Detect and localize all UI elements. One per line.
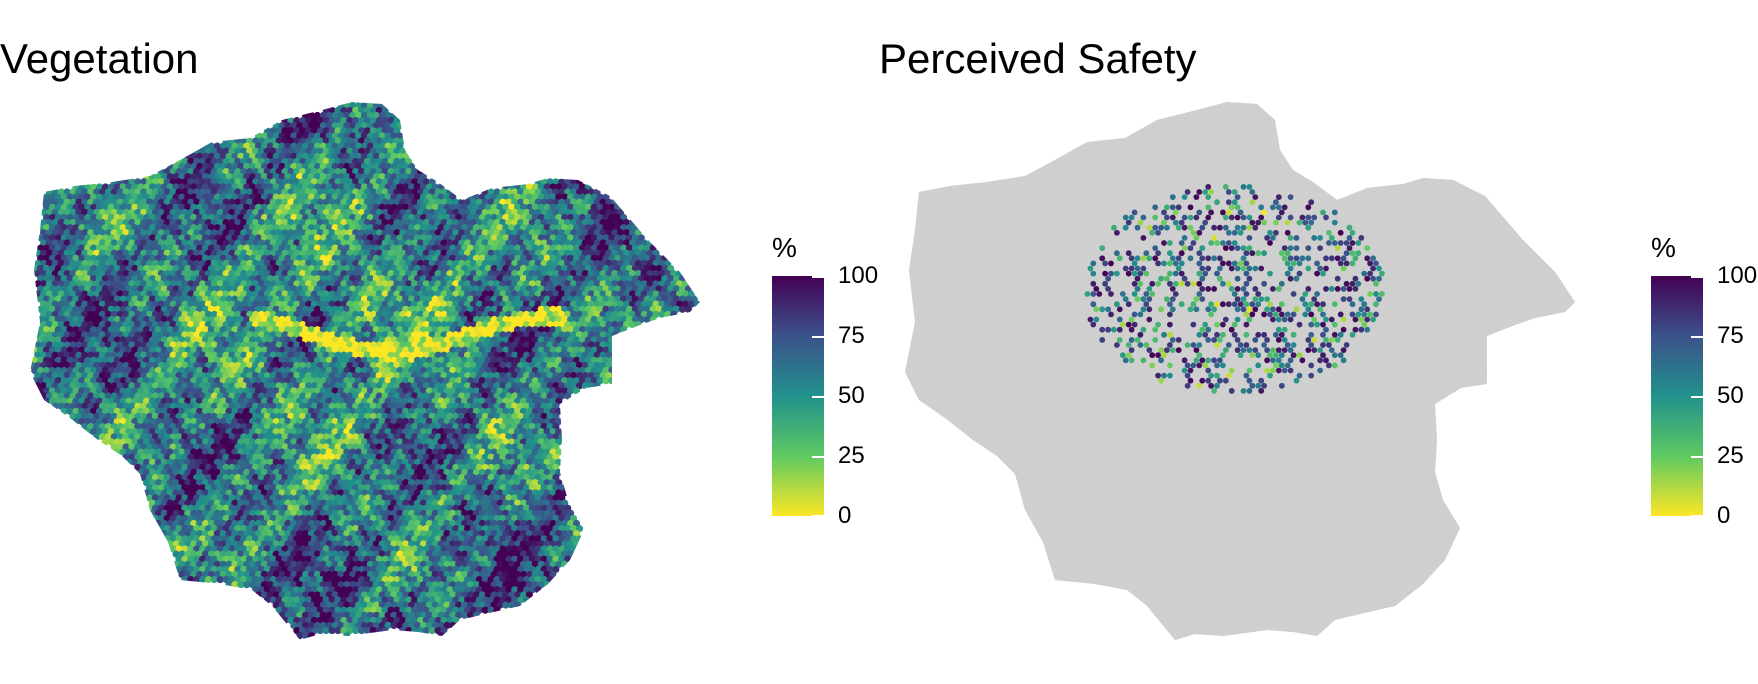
hex-cell	[684, 305, 692, 313]
hex-cell	[634, 321, 642, 329]
hex-cell	[608, 377, 616, 385]
hex-cell	[620, 326, 628, 334]
map-title-vegetation: Vegetation	[0, 34, 199, 84]
hex-cell	[564, 392, 572, 400]
hex-cell	[572, 387, 581, 395]
vegetation-hex-map	[30, 102, 700, 640]
hex-cell	[593, 382, 601, 390]
hex-cell	[693, 300, 700, 308]
vegetation-map-panel: Vegetation % 100 75 50 25 0	[0, 34, 878, 640]
hex-cell	[670, 310, 678, 318]
hex-cell	[649, 315, 657, 324]
hex-cell	[611, 331, 619, 339]
